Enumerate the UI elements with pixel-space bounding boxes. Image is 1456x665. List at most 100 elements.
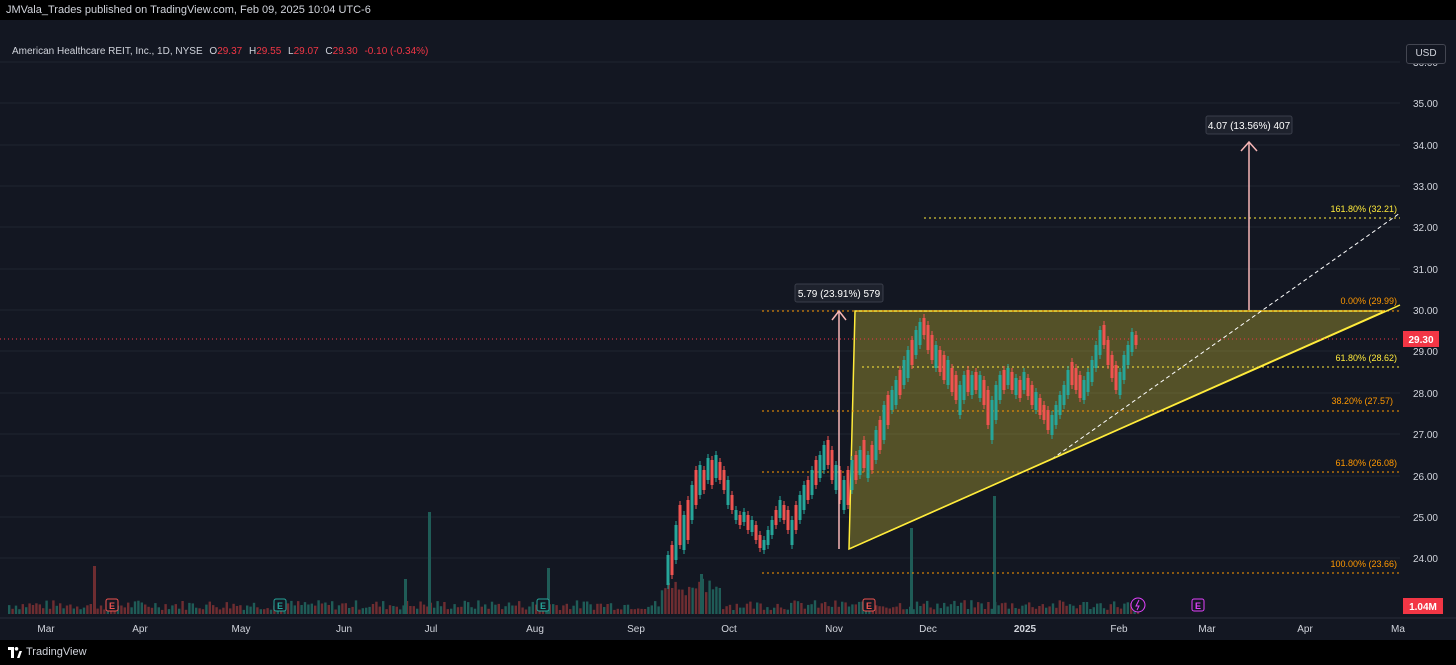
volume-bar: [477, 600, 480, 614]
candle-body: [746, 515, 750, 530]
candle-body: [730, 495, 734, 510]
volume-bar: [623, 605, 626, 614]
low-value: 29.07: [293, 46, 319, 57]
candle-body: [954, 375, 958, 400]
volume-bar: [191, 603, 194, 614]
volume-bar: [813, 600, 817, 614]
price-tick-label: 33.00: [1413, 182, 1438, 193]
price-axis[interactable]: 36.0035.0034.0033.0032.0031.0030.0029.00…: [1413, 58, 1438, 565]
volume-bar: [579, 608, 582, 614]
volume-bar: [1062, 601, 1065, 614]
volume-bar: [932, 609, 936, 614]
candle-body: [790, 520, 794, 545]
volume-bar: [993, 496, 996, 614]
volume-bar: [317, 600, 320, 614]
volume-bar: [450, 608, 453, 614]
time-tick-label: Apr: [132, 624, 148, 635]
volume-bar: [1065, 605, 1068, 614]
volume-bar: [215, 607, 218, 614]
earnings-marker-1[interactable]: E: [109, 601, 115, 611]
volume-bar: [807, 604, 810, 614]
measure-label-1: 5.79 (23.91%) 579: [794, 283, 884, 303]
volume-bar: [892, 607, 895, 614]
chart-area[interactable]: 5.79 (23.91%) 579 4.07 (13.56%) 407 0.00…: [0, 20, 1456, 640]
volume-bar: [572, 605, 575, 614]
volume-bar: [1119, 608, 1123, 614]
volume-bar: [660, 590, 664, 614]
measure-arrow-2[interactable]: [1240, 140, 1258, 310]
candle-body: [1034, 392, 1038, 410]
volume-bar: [841, 601, 844, 614]
candle-body: [914, 330, 918, 355]
candle-body: [758, 535, 762, 548]
low-label: L: [288, 46, 294, 57]
volume-bar: [59, 603, 62, 614]
earnings-marker-2[interactable]: E: [277, 601, 283, 611]
dividend-marker-icon[interactable]: [1130, 597, 1146, 613]
volume-bar: [463, 600, 466, 614]
earnings-marker-3[interactable]: E: [540, 601, 546, 611]
volume-bar: [762, 609, 766, 614]
volume-bar: [881, 606, 885, 614]
candle-body: [806, 480, 810, 500]
volume-bar: [25, 607, 28, 614]
volume-bar: [1000, 603, 1004, 614]
support-trendline[interactable]: [848, 304, 1401, 550]
candle-body: [1126, 345, 1130, 365]
candle-body: [782, 505, 786, 520]
volume-bar: [310, 603, 313, 614]
candle-body: [1078, 375, 1082, 398]
earnings-marker-4[interactable]: E: [866, 601, 872, 611]
projection-line[interactable]: [1051, 212, 1401, 460]
volume-bar: [895, 606, 898, 614]
volume-histogram: [8, 496, 1140, 614]
volume-bar: [558, 610, 562, 614]
volume-bar: [198, 608, 201, 614]
time-axis[interactable]: Mar Apr May Jun Jul Aug Sep Oct Nov Dec 2025 Feb Mar…: [37, 624, 1405, 635]
volume-bar: [497, 603, 500, 614]
volume-bar: [371, 604, 375, 614]
candle-body: [878, 420, 882, 450]
volume-bar: [443, 602, 446, 614]
candle-body: [770, 520, 774, 535]
volume-bar: [739, 607, 742, 614]
candle-body: [738, 515, 742, 525]
volume-bar: [266, 608, 269, 614]
volume-bar: [943, 602, 946, 614]
volume-bar: [800, 603, 803, 614]
candle-body: [1046, 410, 1050, 430]
volume-bar: [1079, 604, 1082, 614]
candlestick-series: [666, 314, 1138, 589]
volume-bar: [613, 609, 616, 614]
chart-canvas[interactable]: 5.79 (23.91%) 579 4.07 (13.56%) 407 0.00…: [0, 20, 1456, 640]
volume-bar: [1123, 603, 1126, 614]
volume-bar: [218, 609, 222, 614]
earnings-marker-5[interactable]: E: [1195, 601, 1201, 611]
volume-bar: [1068, 604, 1072, 614]
measure-arrow-1[interactable]: [831, 309, 847, 549]
volume-bar: [596, 603, 599, 614]
symbol-name: American Healthcare REIT, Inc., 1D, NYSE: [12, 46, 203, 57]
volume-bar: [837, 606, 840, 614]
candle-body: [1066, 370, 1070, 395]
volume-bar: [620, 609, 623, 614]
volume-bar: [249, 606, 252, 614]
volume-bar: [1096, 603, 1099, 614]
currency-button[interactable]: USD: [1406, 44, 1446, 64]
candle-body: [798, 495, 802, 520]
time-tick-label: Jun: [336, 624, 352, 635]
volume-bar: [127, 602, 130, 614]
volume-bar: [79, 609, 82, 614]
volume-bar: [643, 609, 647, 614]
volume-bar: [926, 600, 929, 614]
earnings-markers[interactable]: E E E E E: [105, 597, 1205, 613]
candle-body: [970, 375, 974, 395]
candle-body: [998, 375, 1002, 400]
volume-bar: [392, 606, 395, 614]
volume-bar: [385, 609, 388, 614]
volume-bar: [1004, 602, 1007, 614]
candle-body: [854, 455, 858, 480]
volume-bar: [671, 588, 674, 614]
volume-bar: [949, 604, 953, 614]
volume-bar: [167, 609, 171, 614]
